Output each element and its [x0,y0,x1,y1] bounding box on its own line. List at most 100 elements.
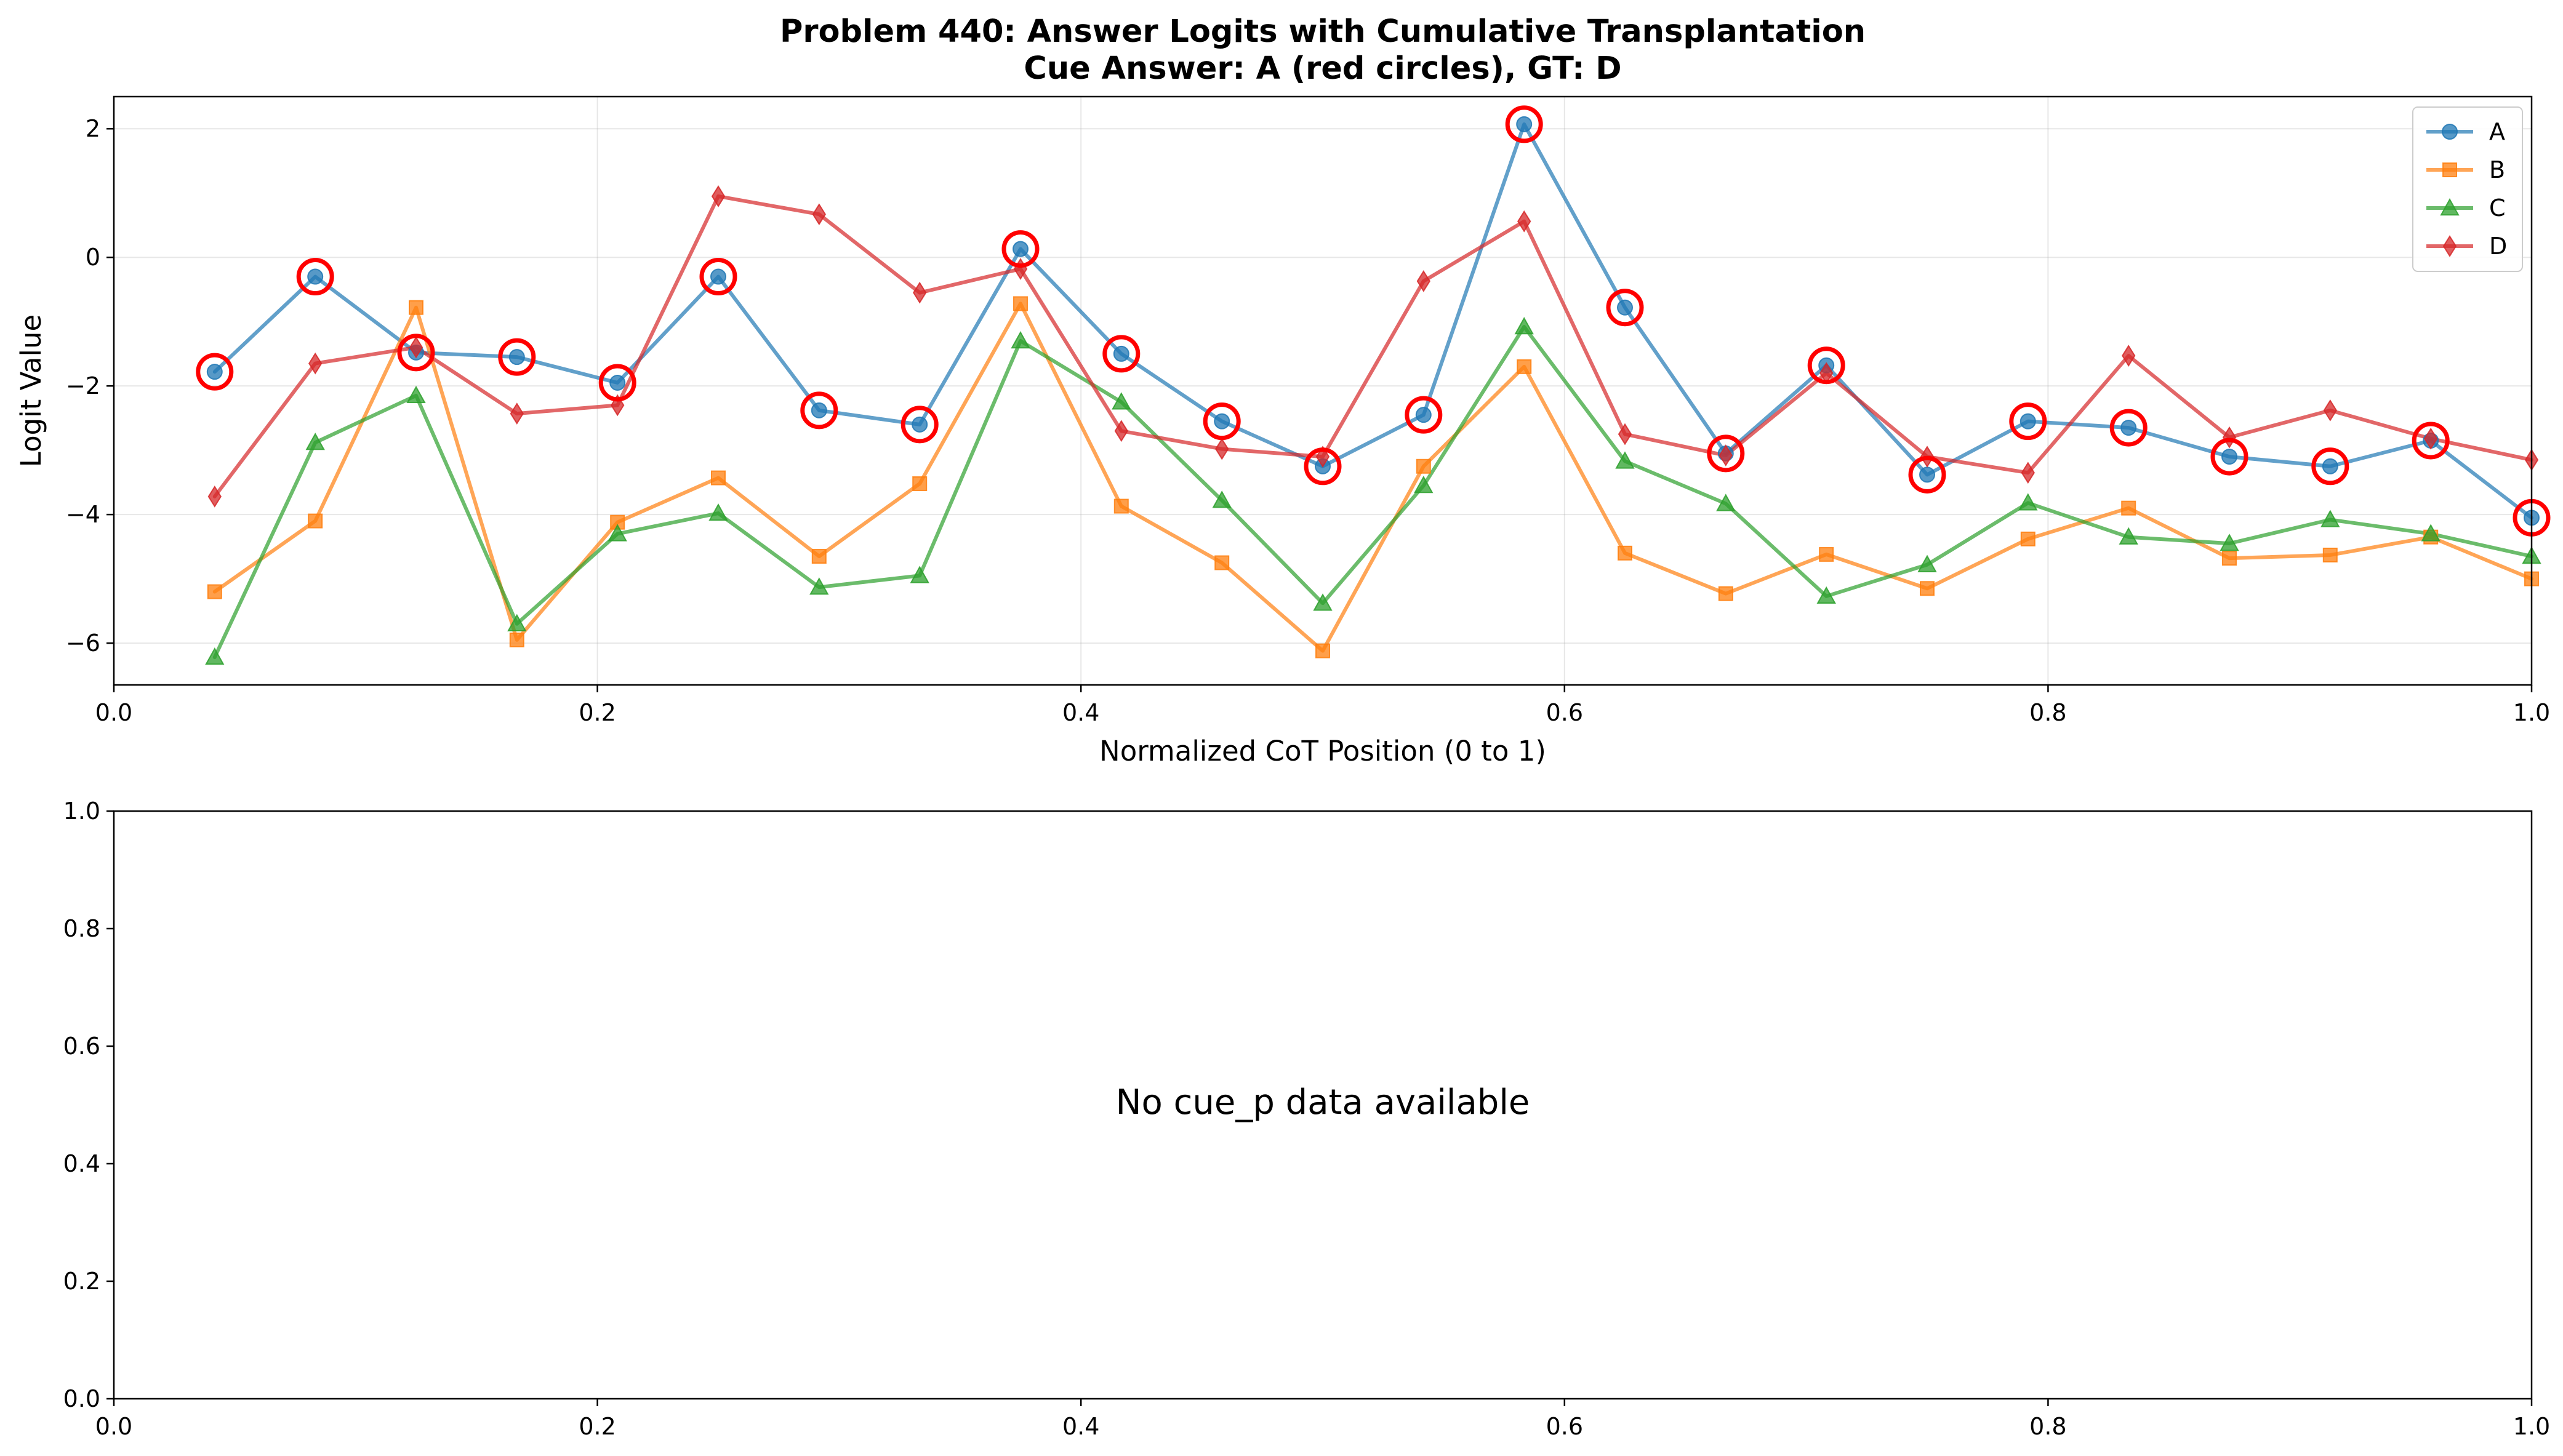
highlight-circle-4 [598,364,636,402]
series-c-point-4 [608,524,627,542]
highlight-circle-20 [2210,438,2248,476]
series-b-point-15 [1718,586,1733,601]
top-y-tick-label-0: −6 [66,630,100,657]
series-c-point-13 [1514,316,1534,335]
top-series-markers [205,116,2541,665]
series-d-point-21 [2323,399,2337,422]
top-y-axis-label: Logit Value [15,314,47,467]
series-d-point-14 [1618,423,1632,446]
highlight-circle-14 [1606,289,1644,327]
series-d-point-9 [1114,420,1128,442]
series-c-point-11 [1313,593,1333,611]
top-y-axis-ticks: −6 −4 −2 0 2 [66,115,114,657]
top-y-tick-label-3: 0 [86,244,100,271]
series-c-point-5 [708,503,728,521]
bottom-x-tick-label-0: 0.0 [95,1413,132,1440]
legend-label-a: A [2489,118,2505,145]
series-b-point-17 [1920,581,1935,596]
legend-marker-a [2442,124,2458,140]
series-c-point-22 [2421,524,2441,542]
series-d-point-19 [2122,345,2136,367]
series-d-point-10 [1215,438,1229,460]
bottom-x-tick-label-5: 1.0 [2513,1413,2550,1440]
series-b-point-1 [308,513,323,529]
highlight-circle-15 [1707,434,1745,473]
series-a-point-19 [2120,420,2137,436]
highlight-circle-11 [1304,447,1342,486]
highlight-circle-7 [900,406,939,444]
series-c-point-15 [1716,494,1736,511]
top-x-tick-label-0: 0.0 [95,699,132,726]
series-a-point-20 [2221,449,2237,465]
series-b-point-20 [2222,551,2237,566]
series-b-point-8 [1013,296,1028,311]
top-x-tick-label-4: 0.8 [2029,699,2066,726]
series-a-point-8 [1013,241,1029,257]
series-b-point-0 [207,584,222,599]
series-a-point-7 [912,416,928,433]
series-b-point-10 [1214,555,1230,570]
series-b-point-11 [1315,643,1330,658]
series-b-point-13 [1517,359,1532,374]
series-c-point-7 [910,566,929,583]
legend-label-c: C [2489,194,2506,222]
highlight-circle-5 [699,258,737,296]
bottom-y-tick-label-2: 0.4 [63,1150,100,1177]
series-d-line [212,194,2533,498]
series-c-point-16 [1816,586,1836,604]
series-c-point-17 [1917,554,1937,572]
legend-marker-c [2440,198,2460,216]
highlight-circle-1 [296,258,334,296]
series-c-point-18 [2018,493,2038,511]
series-c-point-10 [1212,490,1232,508]
legend-box [2412,106,2523,272]
series-a-point-17 [1919,466,1935,483]
legend-label-b: B [2489,156,2505,183]
series-b-point-19 [2121,500,2136,516]
top-x-axis-ticks: 0.0 0.2 0.4 0.6 0.8 1.0 [95,685,2550,726]
series-b-point-14 [1618,545,1632,561]
top-plot-frame [113,95,2533,686]
series-b-point-12 [1416,458,1431,474]
bottom-plot-frame [113,810,2533,1400]
bottom-y-axis-ticks: 0.0 0.2 0.4 0.6 0.8 1.0 [63,798,114,1412]
series-d-point-3 [510,402,524,425]
series-c-point-9 [1112,392,1131,410]
highlight-circle-6 [800,391,838,430]
top-x-tick-label-1: 0.2 [579,699,616,726]
series-b-point-16 [1819,546,1834,562]
top-x-axis-label: Normalized CoT Position (0 to 1) [1099,735,1546,767]
series-a-point-18 [2020,413,2036,430]
series-d-point-12 [1416,270,1430,292]
series-c-point-3 [507,614,527,631]
series-b-point-18 [2020,531,2036,546]
series-a-point-9 [1113,345,1129,362]
top-y-tick-label-1: −4 [66,501,100,528]
highlight-circle-3 [498,338,536,376]
series-d-point-0 [207,485,222,508]
bottom-x-axis-ticks: 0.0 0.2 0.4 0.6 0.8 1.0 [95,1399,2550,1440]
highlight-circle-0 [196,353,234,391]
top-x-tick-label-3: 0.6 [1546,699,1583,726]
series-a-point-0 [206,364,223,380]
series-b-point-9 [1113,498,1129,514]
chart-title: Problem 440: Answer Logits with Cumulati… [780,14,1866,50]
series-c-point-6 [809,577,829,595]
no-data-message: No cue_p data available [1116,1082,1530,1122]
series-a-point-14 [1617,299,1633,316]
bottom-y-tick-label-0: 0.0 [63,1385,100,1412]
series-c-point-12 [1414,476,1434,494]
series-c-point-19 [2119,527,2138,545]
bottom-x-tick-label-2: 0.4 [1062,1413,1099,1440]
series-d-point-22 [2424,427,2438,450]
highlight-circle-22 [2412,422,2450,460]
bottom-y-tick-label-1: 0.2 [63,1268,100,1295]
series-a-point-3 [508,349,525,366]
series-d-point-7 [913,281,927,304]
highlight-circle-17 [1908,455,1946,494]
series-d-point-1 [308,352,323,375]
series-b-point-2 [409,300,423,315]
top-plot: 0.0 0.2 0.4 0.6 0.8 1.0 −6 −4 −2 0 2 Normalized C… [15,95,2551,767]
series-b-point-3 [509,632,524,647]
